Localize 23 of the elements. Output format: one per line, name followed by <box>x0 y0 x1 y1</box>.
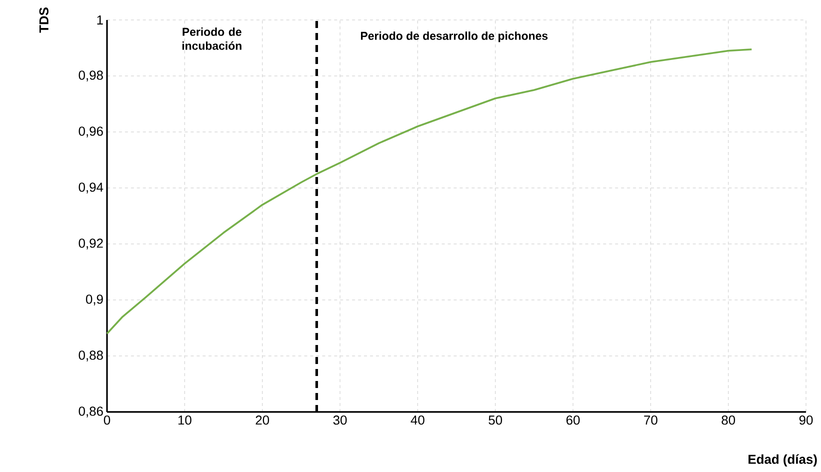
y-tick-label: 0,92 <box>78 238 103 250</box>
x-tick-label: 90 <box>799 416 813 425</box>
annotation: Periodo de incubación <box>182 28 242 50</box>
annotation: Periodo de desarrollo de pichones <box>360 32 548 42</box>
y-tick-label: 0,88 <box>78 350 103 362</box>
x-tick-label: 50 <box>488 416 502 425</box>
y-tick-label: 0,9 <box>86 294 103 306</box>
y-tick-label: 0,98 <box>78 70 103 82</box>
x-tick-label: 80 <box>722 416 736 425</box>
y-tick-label: 1 <box>97 16 103 24</box>
x-tick-label: 70 <box>644 416 658 425</box>
y-tick-label: 0,94 <box>78 182 104 194</box>
x-tick-label: 20 <box>256 416 270 425</box>
line-series <box>106 48 753 334</box>
y-tick-label: 0,86 <box>78 406 103 418</box>
x-tick-label: 40 <box>410 416 424 425</box>
x-tick-label: 0 <box>104 416 110 425</box>
x-tick-label: 10 <box>178 416 192 425</box>
x-axis-title: Edad (días) <box>748 454 817 466</box>
y-tick-label: 0,96 <box>78 126 103 138</box>
x-tick-label: 30 <box>333 416 347 425</box>
x-tick-label: 60 <box>566 416 580 425</box>
y-axis-title: TDS <box>39 8 48 33</box>
